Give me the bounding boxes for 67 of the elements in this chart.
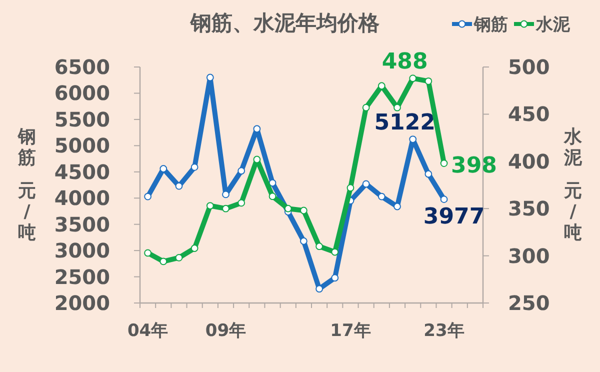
y-tick-label: 3500 — [54, 212, 110, 236]
y-tick-label: 5500 — [54, 107, 110, 132]
point — [144, 192, 152, 200]
point — [409, 74, 417, 82]
point — [284, 204, 292, 212]
point — [424, 170, 432, 178]
legend-label: 水泥 — [535, 15, 571, 35]
y-tick-label: 6000 — [54, 81, 110, 106]
data-label: 3977 — [423, 204, 485, 230]
point — [378, 192, 386, 200]
point — [160, 258, 168, 266]
chart-title: 钢筋、水泥年均价格 — [190, 11, 380, 35]
point — [394, 202, 401, 210]
point — [409, 136, 417, 143]
point — [253, 125, 261, 133]
point — [316, 242, 323, 250]
y2-tick-label: 250 — [508, 291, 550, 315]
point — [331, 248, 339, 256]
point — [175, 254, 183, 262]
x-tick-label: 23年 — [424, 321, 464, 341]
point — [440, 196, 448, 204]
x-tick-label: 09年 — [205, 321, 246, 341]
point — [394, 104, 401, 112]
point — [206, 74, 214, 82]
y2-tick-label: 300 — [508, 244, 550, 268]
point — [190, 244, 198, 252]
point — [222, 190, 230, 198]
y-tick-label: 5000 — [54, 134, 110, 158]
point — [440, 160, 448, 167]
data-label: 488 — [382, 49, 428, 74]
y-axis-title: 钢筋元/吨 — [17, 126, 36, 244]
point — [300, 206, 308, 214]
x-tick-label: 17年 — [330, 321, 371, 341]
y2-axis-title: 水泥元/吨 — [563, 126, 583, 244]
point — [268, 192, 276, 200]
y2-tick-label: 400 — [508, 149, 550, 174]
y2-tick-label: 450 — [508, 102, 550, 126]
point — [346, 184, 354, 192]
point — [238, 199, 246, 207]
point — [300, 237, 308, 245]
point — [331, 274, 339, 282]
point — [362, 104, 370, 112]
point — [206, 202, 214, 210]
point — [316, 285, 323, 293]
y-tick-label: 4000 — [54, 186, 110, 210]
data-label: 5122 — [374, 110, 436, 136]
y2-tick-label: 350 — [508, 196, 550, 221]
y-tick-label: 4500 — [54, 160, 110, 184]
y-tick-label: 2500 — [54, 264, 110, 289]
y2-tick-label: 500 — [508, 55, 550, 79]
point — [238, 167, 246, 175]
point — [175, 182, 183, 190]
point — [424, 77, 432, 85]
y-tick-label: 6500 — [54, 55, 110, 79]
point — [362, 180, 370, 188]
point — [378, 82, 386, 90]
data-label: 398 — [451, 153, 497, 178]
point — [160, 165, 168, 172]
point — [253, 156, 261, 164]
point — [222, 204, 230, 212]
y-tick-label: 2000 — [54, 291, 110, 315]
point — [268, 179, 276, 187]
point — [144, 249, 152, 257]
legend-label: 钢筋 — [473, 15, 508, 35]
x-tick-label: 04年 — [127, 321, 168, 341]
y-tick-label: 3000 — [54, 238, 110, 263]
point — [190, 163, 198, 171]
